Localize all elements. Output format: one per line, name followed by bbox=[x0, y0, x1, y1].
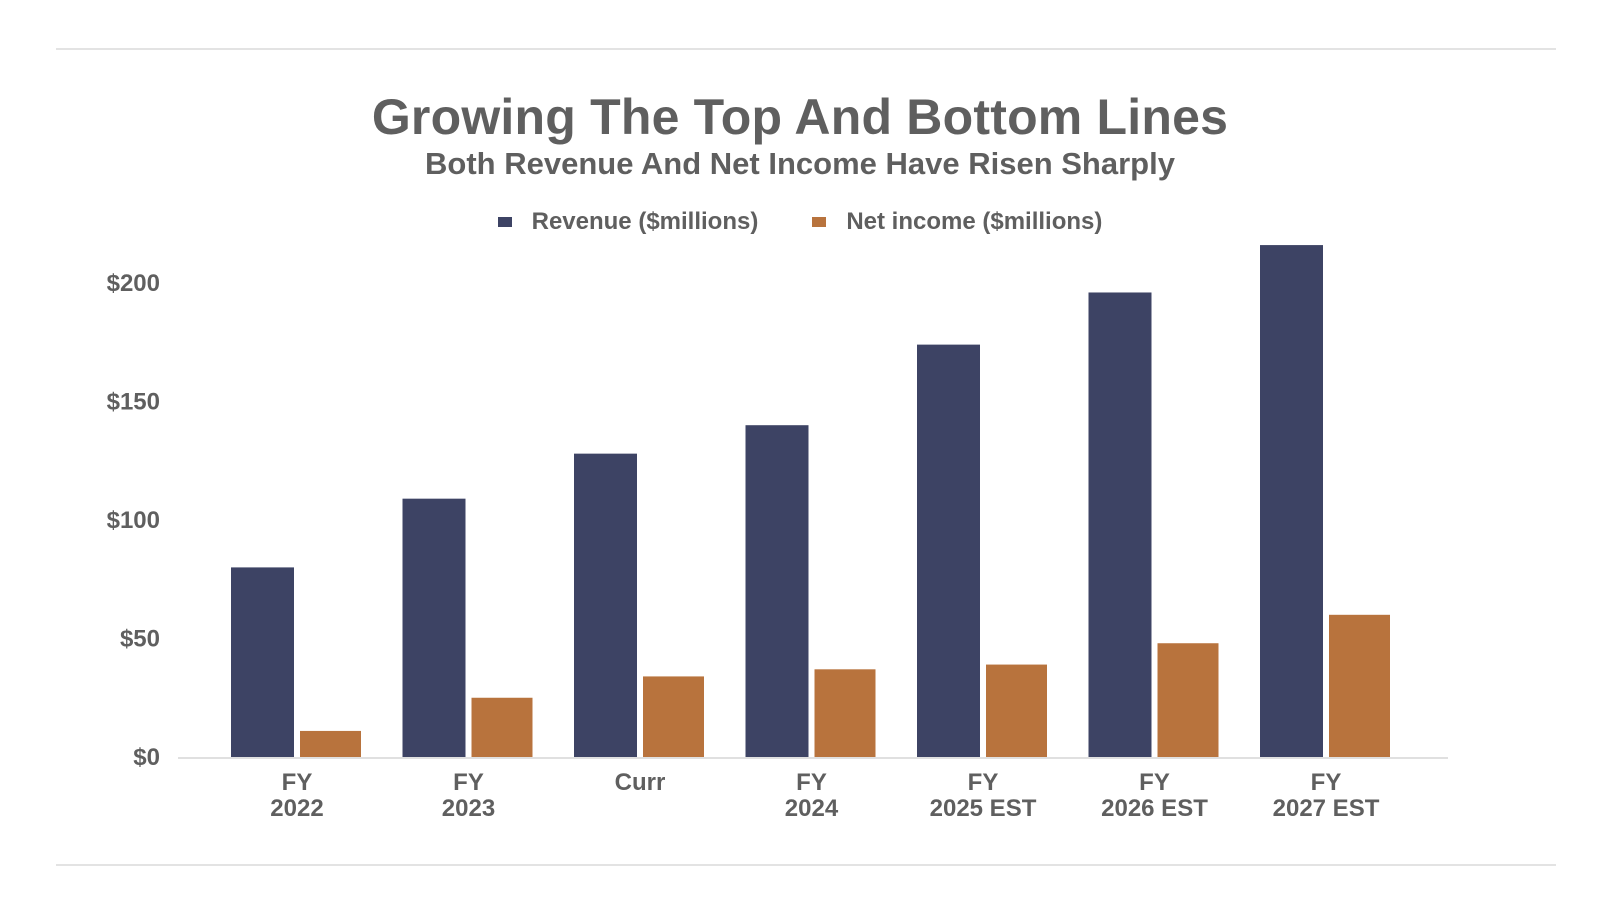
net-income-bar bbox=[814, 669, 876, 757]
legend-swatch-net-income bbox=[812, 217, 827, 227]
revenue-bar bbox=[574, 453, 637, 757]
legend-swatch-revenue bbox=[497, 217, 512, 227]
revenue-bar bbox=[402, 498, 466, 757]
legend-item-revenue: Revenue ($millions) bbox=[497, 208, 759, 236]
y-tick-label: $0 bbox=[133, 744, 160, 771]
net-income-bar bbox=[1157, 643, 1219, 757]
x-tick-label: FY 2023 bbox=[442, 769, 495, 822]
net-income-bar bbox=[1329, 614, 1390, 757]
revenue-bar bbox=[745, 425, 809, 757]
revenue-bar bbox=[231, 567, 294, 757]
net-income-bar bbox=[471, 697, 533, 757]
y-tick-label: $50 bbox=[120, 626, 160, 653]
legend: Revenue ($millions) Net income ($million… bbox=[0, 208, 1600, 236]
legend-item-net-income: Net income ($millions) bbox=[812, 208, 1102, 236]
chart-title: Growing The Top And Bottom Lines bbox=[371, 89, 1229, 145]
net-income-bar bbox=[643, 676, 704, 757]
bottom-divider bbox=[56, 864, 1556, 866]
revenue-bar bbox=[917, 344, 980, 757]
legend-label-net-income: Net income ($millions) bbox=[846, 208, 1103, 235]
x-tick-label: FY 2024 bbox=[785, 769, 839, 822]
legend-label-revenue: Revenue ($millions) bbox=[531, 208, 759, 235]
revenue-bar bbox=[1260, 245, 1323, 757]
x-tick-label: Curr bbox=[615, 769, 666, 796]
y-tick-label: $100 bbox=[107, 507, 160, 534]
net-income-bar bbox=[300, 730, 361, 757]
top-divider bbox=[56, 48, 1556, 50]
chart-subtitle: Both Revenue And Net Income Have Risen S… bbox=[425, 146, 1175, 181]
x-tick-label: FY 2026 EST bbox=[1101, 769, 1208, 822]
y-tick-label: $150 bbox=[107, 389, 160, 416]
net-income-bar bbox=[986, 664, 1047, 757]
x-tick-label: FY 2022 bbox=[270, 769, 323, 822]
x-tick-label: FY 2027 EST bbox=[1273, 769, 1380, 822]
y-tick-label: $200 bbox=[107, 270, 160, 297]
x-tick-label: FY 2025 EST bbox=[930, 769, 1037, 822]
revenue-bar bbox=[1088, 292, 1152, 757]
